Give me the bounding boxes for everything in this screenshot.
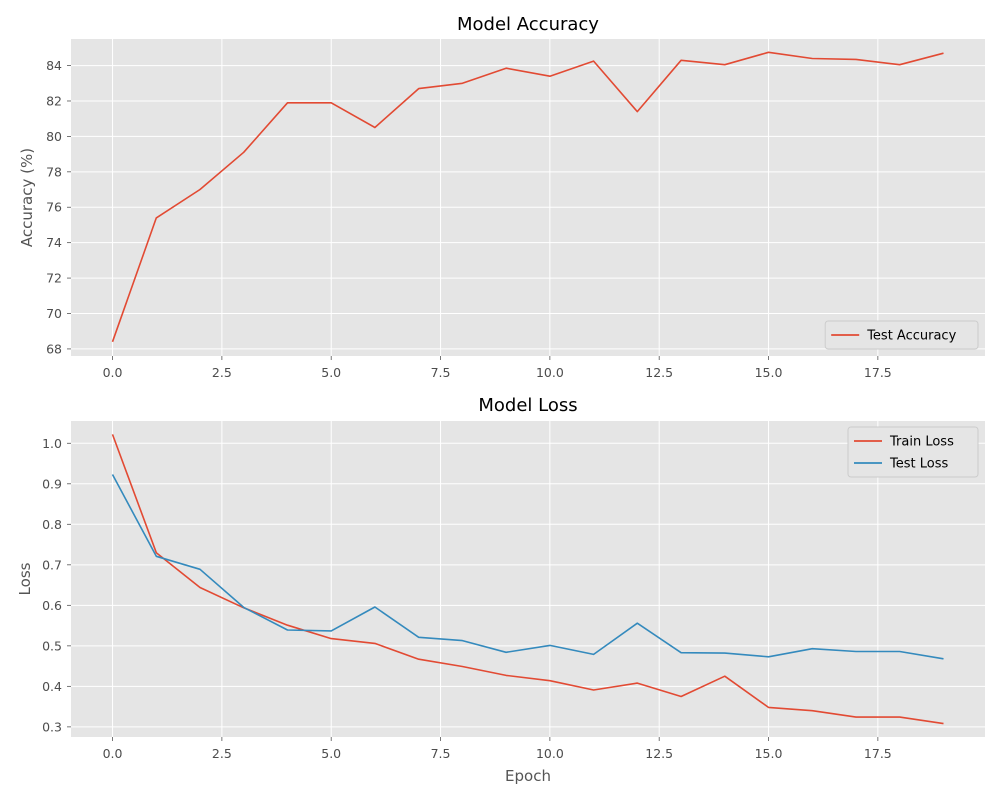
x-axis-label: Epoch [505, 767, 551, 785]
y-tick-label: 0.5 [42, 638, 62, 653]
legend: Test Accuracy [824, 320, 979, 350]
x-tick-label: 7.5 [431, 746, 451, 761]
loss-chart: 0.0 2.5 5.0 7.5 10.0 12.5 15.0 17.5 0.3 0.4 0.5 0.6… [16, 395, 985, 785]
y-tick-label: 80 [46, 129, 62, 144]
legend-box [847, 426, 979, 478]
y-axis-label: Loss [16, 562, 34, 595]
x-tick-label: 2.5 [212, 746, 232, 761]
grid [71, 39, 985, 356]
x-tick-label: 5.0 [321, 365, 341, 380]
x-tick-label: 17.5 [864, 746, 892, 761]
y-tick-label: 78 [46, 164, 62, 179]
x-tick-label: 2.5 [212, 365, 232, 380]
y-tick-label: 68 [46, 341, 62, 356]
x-tick-label: 10.0 [536, 365, 564, 380]
y-tick-label: 0.8 [42, 517, 62, 532]
y-tick-label: 70 [46, 306, 62, 321]
y-tick-label: 82 [46, 93, 62, 108]
y-tick-label: 72 [46, 271, 62, 286]
grid [71, 421, 985, 737]
y-tick-label: 0.9 [42, 476, 62, 491]
x-tick-label: 12.5 [645, 365, 673, 380]
legend-label: Test Loss [889, 457, 948, 472]
y-tick-label: 0.3 [42, 719, 62, 734]
x-tick-label: 15.0 [755, 365, 783, 380]
y-tick-label: 0.7 [42, 557, 62, 572]
series-layer [111, 51, 944, 343]
x-tick-label: 0.0 [103, 746, 123, 761]
legend: Train Loss Test Loss [847, 426, 979, 478]
y-tick-label: 84 [46, 58, 62, 73]
x-tick-label: 10.0 [536, 746, 564, 761]
y-tick-label: 1.0 [42, 436, 62, 451]
y-tick-label: 0.4 [42, 679, 62, 694]
x-tick-label: 5.0 [321, 746, 341, 761]
series-line-test-loss [111, 474, 944, 660]
series-layer [111, 434, 944, 725]
tick-labels: 0.0 2.5 5.0 7.5 10.0 12.5 15.0 17.5 0.3 0.4 0.5 0.6… [42, 436, 892, 761]
legend-label: Test Accuracy [866, 329, 956, 344]
series-line-test-accuracy [111, 51, 944, 343]
accuracy-chart: 0.0 2.5 5.0 7.5 10.0 12.5 15.0 17.5 68 70 72 74 76 78… [18, 14, 985, 380]
x-tick-label: 0.0 [103, 365, 123, 380]
y-axis-label: Accuracy (%) [18, 148, 36, 247]
x-tick-label: 7.5 [431, 365, 451, 380]
legend-box [824, 320, 979, 350]
tick-labels: 0.0 2.5 5.0 7.5 10.0 12.5 15.0 17.5 68 70 72 74 76 78… [46, 58, 892, 380]
y-tick-label: 76 [46, 200, 62, 215]
chart-title: Model Accuracy [457, 14, 599, 35]
chart-title: Model Loss [478, 395, 577, 416]
plot-area [71, 39, 985, 356]
x-tick-label: 12.5 [645, 746, 673, 761]
x-tick-label: 17.5 [864, 365, 892, 380]
y-tick-label: 0.6 [42, 598, 62, 613]
y-tick-label: 74 [46, 235, 62, 250]
x-tick-label: 15.0 [755, 746, 783, 761]
plot-area [71, 421, 985, 737]
legend-label: Train Loss [889, 435, 954, 450]
